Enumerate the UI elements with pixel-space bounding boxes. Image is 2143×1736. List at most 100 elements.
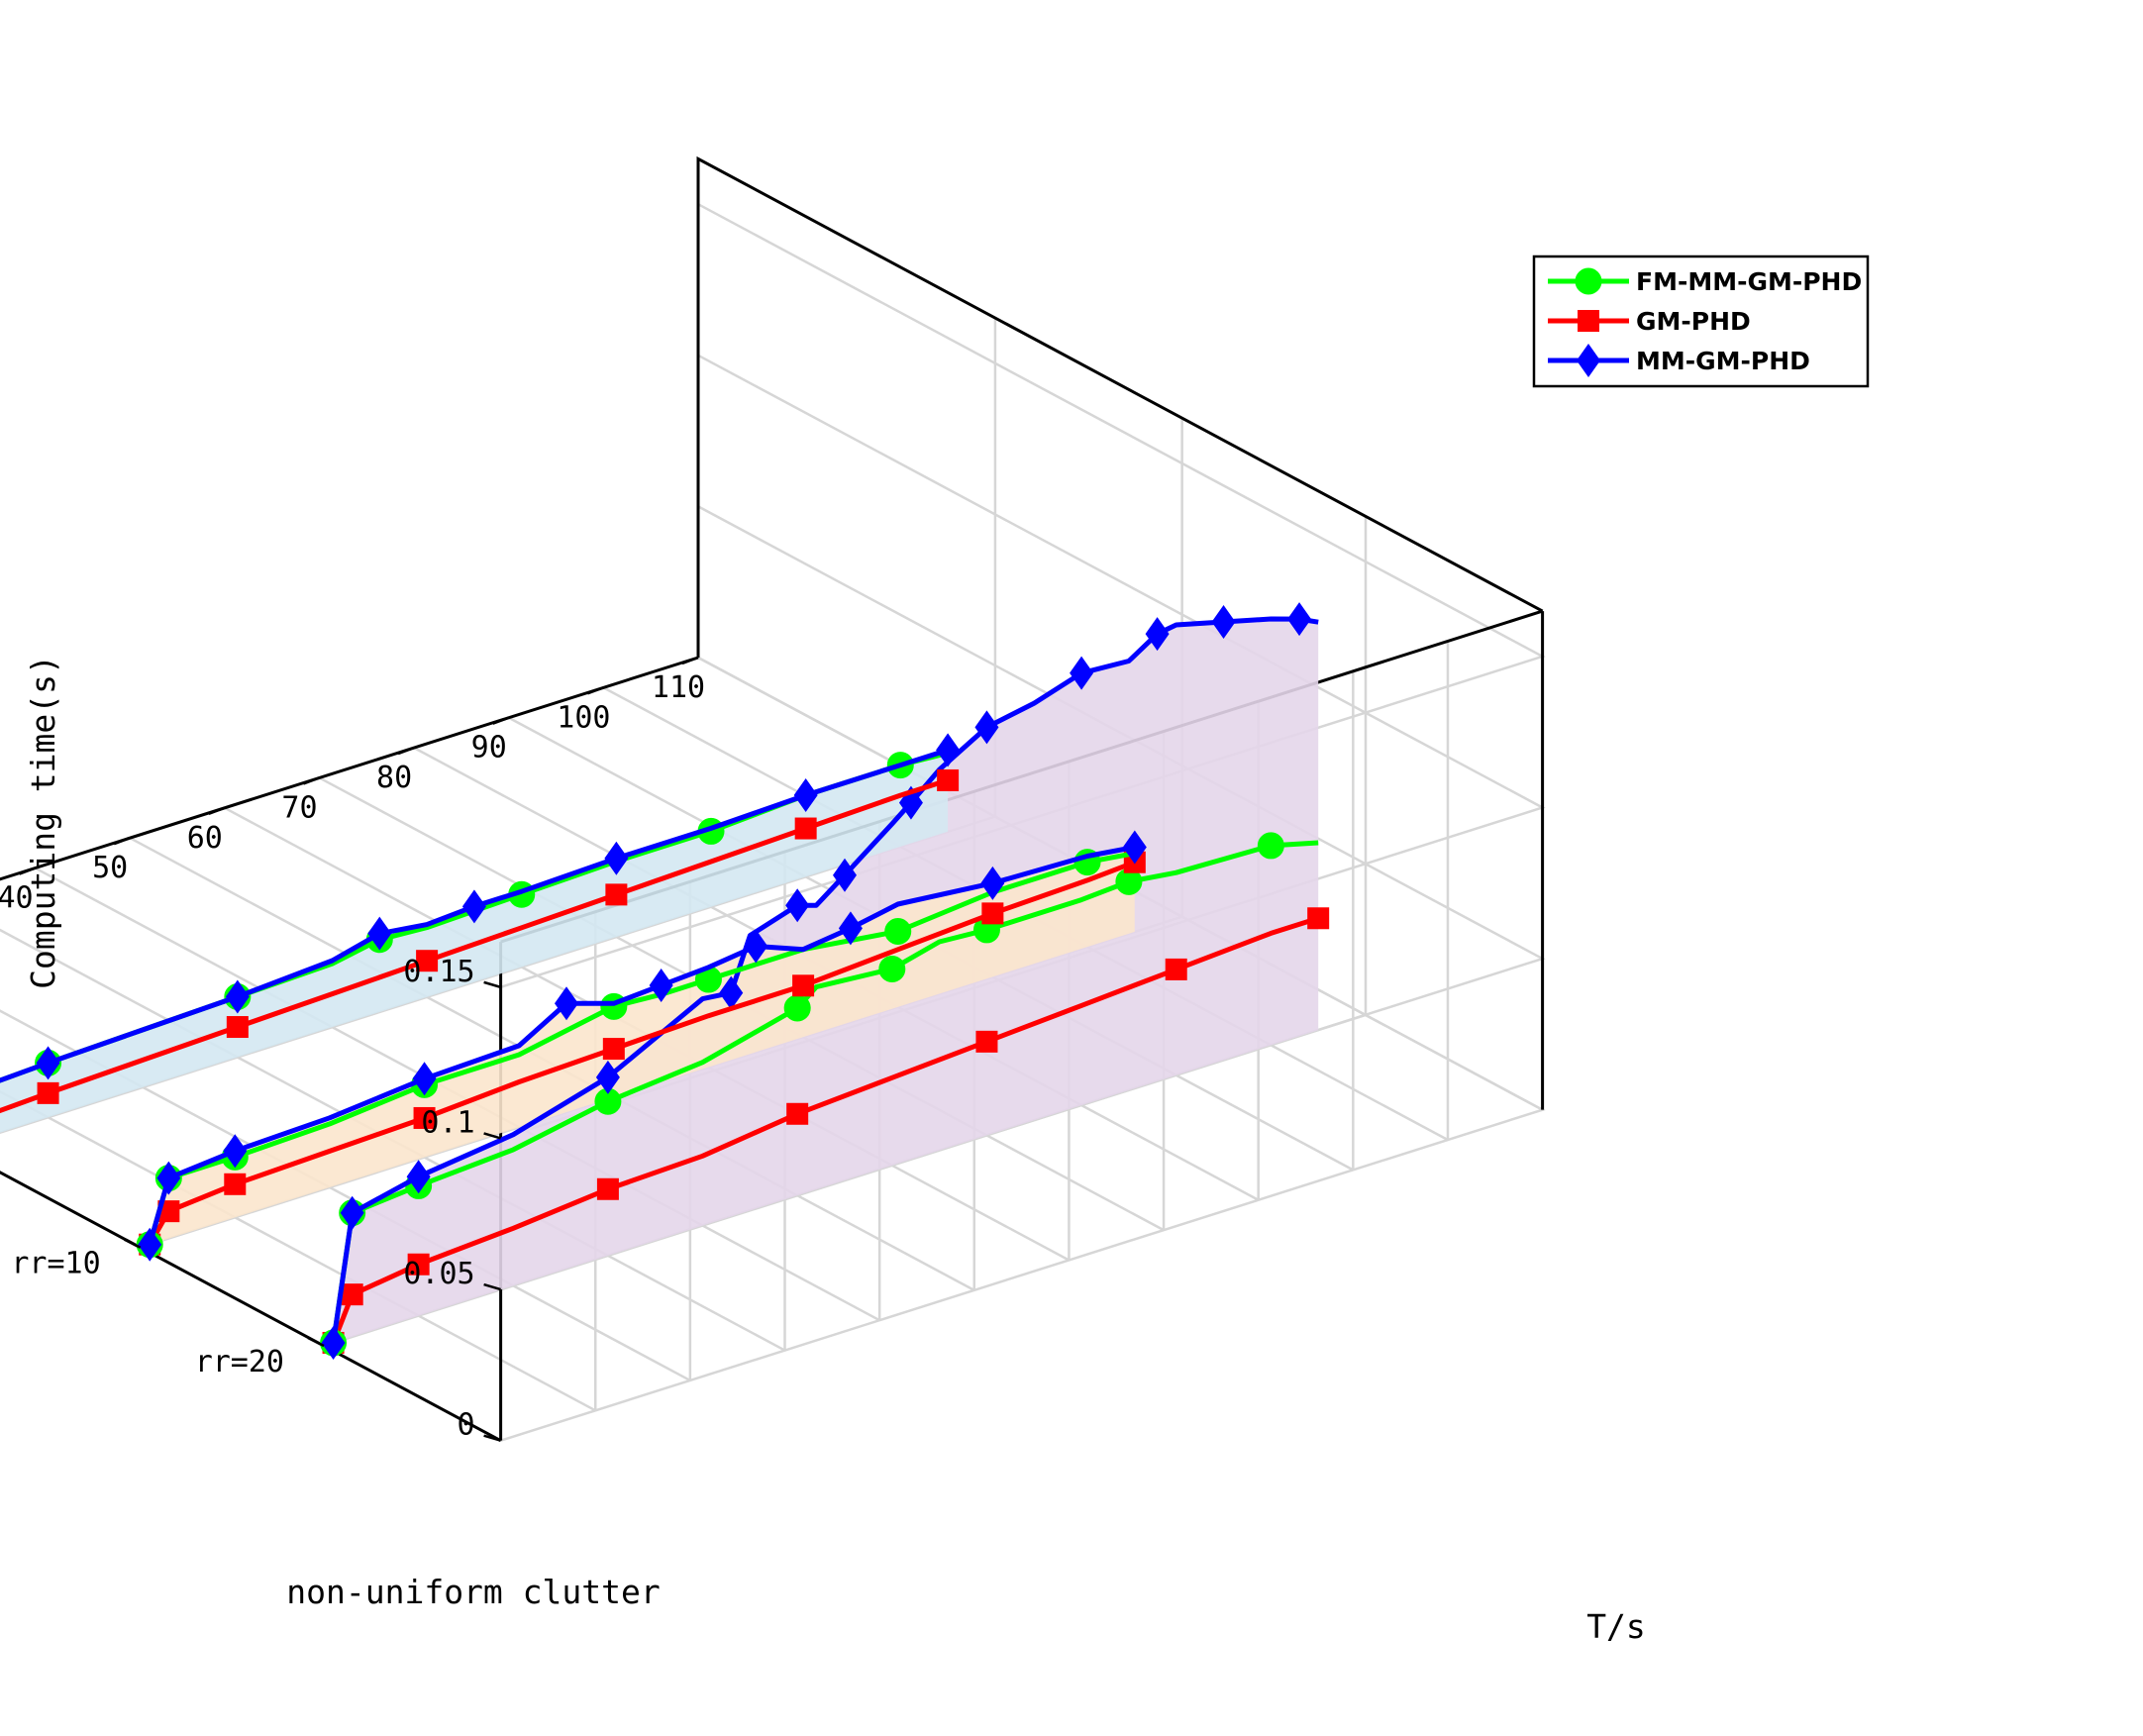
data-point-square [975, 1030, 998, 1053]
x-tick-label: 80 [376, 761, 412, 795]
data-point-diamond [1145, 617, 1170, 652]
x-tick-label: 60 [187, 821, 223, 856]
y-tick [483, 1132, 501, 1140]
legend-label: MM-GM-PHD [1636, 347, 1810, 375]
data-point-diamond [1122, 830, 1147, 865]
data-point-square [226, 1016, 249, 1039]
data-point-square [1165, 958, 1187, 980]
y-axis-title: Computing time(s) [24, 655, 62, 989]
series-line-fm-mm-gm-phd [147, 851, 1136, 1246]
data-point-square [937, 768, 960, 791]
y-tick-label: 0.15 [403, 955, 474, 989]
y-tick [483, 1282, 501, 1291]
z-axis-line [0, 1171, 502, 1442]
data-point-diamond [980, 866, 1005, 900]
series-lines [0, 602, 1330, 1360]
legend-label: GM-PHD [1636, 307, 1751, 336]
x-tick [397, 746, 415, 756]
x-tick-label: 90 [471, 731, 507, 766]
box-outline-right [696, 155, 1544, 658]
data-point-diamond [340, 1195, 364, 1230]
legend-marker-square [1578, 310, 1599, 332]
data-point-diamond [1287, 602, 1312, 637]
data-point-square [596, 1177, 619, 1200]
data-point-diamond [595, 1060, 620, 1094]
y-tick [483, 980, 501, 989]
data-point-diamond [744, 929, 768, 964]
data-point-diamond [785, 888, 810, 923]
series-line-mm-gm-phd [0, 748, 949, 1083]
data-point-diamond [138, 1227, 162, 1262]
data-point-diamond [36, 1046, 60, 1080]
z-tick [307, 1336, 325, 1348]
data-point-diamond [225, 979, 250, 1014]
x-tick [113, 837, 131, 846]
data-point-diamond [156, 1161, 181, 1195]
data-point-square [224, 1173, 247, 1195]
data-point-square [792, 974, 815, 997]
data-point-diamond [793, 777, 818, 812]
data-point-diamond [461, 889, 486, 924]
z-tick-label: rr=20 [195, 1345, 284, 1379]
data-point-square [413, 1106, 436, 1129]
data-point-diamond [838, 911, 863, 946]
x-tick [586, 686, 604, 695]
x-tick [681, 656, 699, 665]
data-point-diamond [604, 841, 629, 875]
x-tick-label: 40 [0, 881, 34, 916]
legend-marker-circle [1575, 267, 1602, 295]
z-axis-title: non-uniform clutter [286, 1573, 661, 1611]
x-tick-label: 100 [557, 700, 610, 735]
data-point-diamond [406, 1160, 431, 1194]
tick-labels: 10203040506070809010011000.050.10.15rr=2… [0, 656, 705, 1443]
x-tick-label: 70 [281, 790, 317, 825]
data-point-diamond [719, 975, 744, 1010]
x-tick-label: 110 [652, 670, 705, 705]
series-line-fm-mm-gm-phd [331, 840, 1319, 1344]
x-tick [208, 806, 226, 815]
data-point-diamond [1211, 605, 1236, 640]
data-point-diamond [936, 733, 961, 767]
data-point-diamond [974, 710, 999, 745]
legend-label: FM-MM-GM-PHD [1636, 267, 1862, 296]
data-point-diamond [321, 1325, 346, 1360]
data-point-circle [1257, 832, 1284, 860]
data-point-circle [884, 918, 912, 946]
x-tick [492, 716, 510, 725]
data-point-square [416, 950, 439, 972]
x-tick [19, 867, 36, 875]
data-point-diamond [367, 916, 392, 951]
data-point-square [981, 902, 1004, 925]
y-tick [483, 1434, 501, 1442]
data-point-square [341, 1283, 363, 1306]
z-tick [124, 1238, 142, 1249]
x-tick [303, 776, 320, 785]
data-point-diamond [555, 986, 579, 1021]
y-tick-label: 0 [458, 1408, 475, 1443]
data-point-diamond [833, 858, 857, 892]
data-point-diamond [412, 1062, 437, 1096]
series-line-mm-gm-phd [331, 616, 1319, 1344]
x-axis-line [0, 656, 699, 881]
data-point-diamond [649, 969, 673, 1003]
data-point-diamond [1070, 656, 1094, 690]
x-axis-title: T/s [1586, 1607, 1646, 1646]
y-tick-label: 0.05 [403, 1257, 474, 1291]
data-point-circle [783, 994, 811, 1022]
y-tick-label: 0.1 [421, 1105, 474, 1140]
data-point-circle [878, 955, 906, 982]
legend-items: FM-MM-GM-PHD GM-PHD MM-GM-PHD [1548, 267, 1862, 377]
data-point-square [794, 817, 817, 840]
legend: FM-MM-GM-PHD GM-PHD MM-GM-PHD [1532, 255, 1870, 388]
x-tick-label: 50 [92, 851, 128, 885]
data-point-square [37, 1081, 59, 1104]
data-point-square [1307, 907, 1330, 930]
data-point-square [605, 883, 628, 906]
data-point-square [786, 1102, 809, 1125]
z-tick-label: rr=10 [11, 1247, 100, 1281]
legend-marker-diamond [1577, 344, 1600, 377]
data-point-square [602, 1038, 625, 1061]
data-point-diamond [223, 1134, 248, 1169]
data-point-square [407, 1253, 430, 1276]
